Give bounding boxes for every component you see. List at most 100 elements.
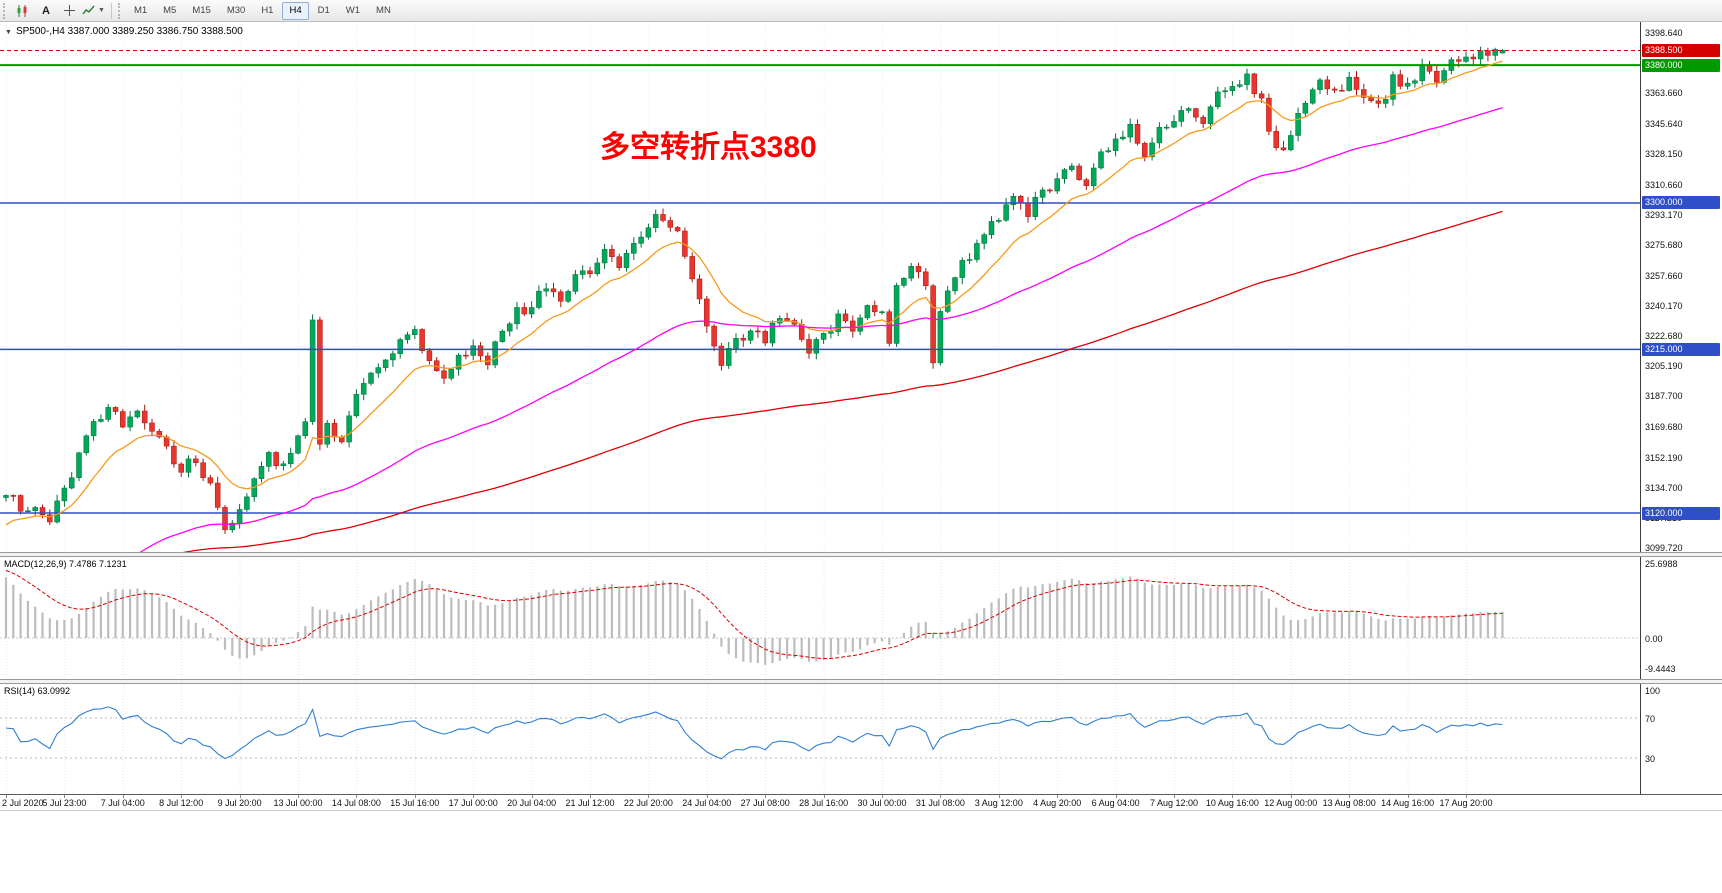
time-label[interactable]: 5 Jul 23:00: [42, 798, 87, 808]
time-label[interactable]: 6 Aug 04:00: [1091, 798, 1140, 808]
time-tick: [122, 795, 124, 798]
time-label[interactable]: 30 Jul 00:00: [857, 798, 907, 808]
price-axis-label: 3222.680: [1645, 331, 1683, 342]
time-tick: [998, 795, 1000, 798]
chart-title: ▼ SP500-,H4 3387.000 3389.250 3386.750 33…: [5, 26, 243, 37]
time-tick: [298, 795, 299, 798]
caret-down-icon: ▼: [98, 7, 105, 14]
price-axis-label: 3398.640: [1645, 28, 1683, 38]
text-tool-icon[interactable]: A: [35, 1, 57, 20]
time-label[interactable]: 24 Jul 04:00: [682, 798, 732, 808]
chart-title-text: SP500-,H4 3387.000 3389.250 3386.750 338…: [15, 26, 243, 37]
rsi-panel[interactable]: RSI(14) 63.0992 100 70 30: [0, 684, 1722, 794]
time-tick: [6, 795, 7, 798]
time-label[interactable]: 7 Jul 04:00: [100, 798, 145, 808]
time-tick: [239, 795, 241, 798]
time-label[interactable]: 27 Jul 08:00: [740, 798, 790, 808]
price-level-badge: 3300.000: [1642, 196, 1720, 210]
time-label[interactable]: 9 Jul 20:00: [217, 798, 262, 808]
price-level-badge: 3380.000: [1642, 58, 1720, 72]
price-grid: [6, 22, 1467, 552]
time-label[interactable]: 20 Jul 04:00: [507, 798, 557, 808]
toolbar-grip[interactable]: [3, 2, 8, 19]
collapse-icon[interactable]: ▼: [5, 29, 12, 36]
timeframe-button-d1[interactable]: D1: [311, 2, 337, 20]
time-tick: [706, 795, 708, 798]
rsi-axis-label: 70: [1645, 714, 1656, 724]
price-axis-label: 3293.170: [1645, 209, 1683, 220]
timeframe-button-m1[interactable]: M1: [127, 2, 154, 20]
candlestick-chart-icon[interactable]: [12, 1, 34, 20]
timeframe-button-mn[interactable]: MN: [369, 2, 398, 20]
ma-line-medium: [139, 107, 1503, 552]
time-tick: [1115, 795, 1117, 798]
macd-signal-line: [5, 569, 1503, 659]
crosshair-icon[interactable]: [58, 1, 80, 20]
time-tick: [414, 795, 416, 798]
time-label[interactable]: 13 Jul 00:00: [273, 798, 323, 808]
time-tick: [356, 795, 358, 798]
price-chart-canvas[interactable]: [0, 22, 1640, 552]
time-label[interactable]: 7 Aug 12:00: [1149, 798, 1199, 808]
panel-splitter[interactable]: [0, 679, 1722, 684]
macd-histogram: [4, 576, 1504, 665]
time-label[interactable]: 12 Aug 00:00: [1264, 798, 1318, 808]
time-tick: [882, 795, 883, 798]
time-label[interactable]: 28 Jul 16:00: [799, 798, 849, 808]
time-label[interactable]: 10 Aug 16:00: [1205, 798, 1259, 808]
time-tick: [1057, 795, 1059, 798]
time-label[interactable]: 8 Jul 12:00: [159, 798, 204, 808]
price-axis-label: 3099.720: [1645, 543, 1683, 553]
toolbar-separator: [110, 2, 112, 19]
timeframe-button-m30[interactable]: M30: [220, 2, 252, 20]
panel-splitter[interactable]: [0, 552, 1722, 557]
time-label[interactable]: 22 Jul 20:00: [623, 798, 673, 808]
timeframe-group: M1 M5 M15 M30 H1 H4 D1 W1 MN: [127, 1, 398, 20]
bottom-space: [0, 811, 1722, 893]
rsi-axis-label: 30: [1645, 754, 1656, 764]
price-axis-label: 3169.680: [1645, 422, 1683, 433]
time-label[interactable]: 31 Jul 08:00: [915, 798, 965, 808]
time-label[interactable]: 21 Jul 12:00: [565, 798, 615, 808]
time-label[interactable]: 4 Aug 20:00: [1033, 798, 1082, 808]
price-axis-label: 3257.660: [1645, 270, 1683, 281]
time-label[interactable]: 14 Aug 16:00: [1381, 798, 1435, 808]
rsi-title: RSI(14) 63.0992: [4, 686, 71, 696]
ma-line-fast: [5, 60, 1503, 526]
timeframe-button-w1[interactable]: W1: [339, 2, 367, 20]
timeframe-button-m15[interactable]: M15: [185, 2, 217, 20]
price-axis-label: 3134.700: [1645, 482, 1683, 493]
time-label[interactable]: 14 Jul 08:00: [331, 798, 381, 808]
time-label[interactable]: 13 Aug 08:00: [1322, 798, 1376, 808]
timeframe-toolbar-grip[interactable]: [117, 2, 123, 19]
price-axis[interactable]: 3398.640 3363.660 3345.640 3328.150 3310.660…: [1640, 22, 1722, 553]
time-tick: [940, 795, 942, 798]
time-label[interactable]: 17 Jul 00:00: [448, 798, 498, 808]
time-tick: [473, 795, 475, 798]
chart-annotation: 多空转折点3380: [600, 131, 817, 164]
timeframe-button-h4[interactable]: H4: [282, 1, 309, 20]
time-label[interactable]: 15 Jul 16:00: [390, 798, 440, 808]
macd-panel[interactable]: MACD(12,26,9) 7.4786 7.1231 25.6988 0.00 -…: [0, 557, 1722, 679]
time-label[interactable]: 3 Aug 12:00: [974, 798, 1023, 808]
price-axis-label: 3310.660: [1645, 179, 1683, 190]
price-axis-label: 3363.660: [1645, 88, 1683, 99]
time-tick: [1466, 795, 1467, 798]
rsi-axis-label: 100: [1645, 686, 1661, 696]
timeframe-button-h1[interactable]: H1: [254, 2, 280, 20]
time-tick: [590, 795, 591, 798]
price-axis-label: 3240.170: [1645, 301, 1683, 312]
price-axis-label: 3205.190: [1645, 361, 1683, 372]
horizontal-price-lines: [0, 49, 1640, 514]
moving-averages: [5, 60, 1503, 552]
time-label[interactable]: 17 Aug 20:00: [1439, 798, 1493, 808]
timeframe-button-m5[interactable]: M5: [156, 2, 183, 20]
time-tick: [181, 795, 183, 798]
indicators-icon[interactable]: ▼: [81, 1, 106, 20]
price-chart-panel[interactable]: ▼ SP500-,H4 3387.000 3389.250 3386.750 33…: [0, 22, 1722, 553]
time-label[interactable]: 2 Jul 2020: [2, 798, 44, 808]
time-axis[interactable]: 2 Jul 2020 5 Jul 23:00 7 Jul 04:00 8 Jul 12…: [0, 794, 1722, 811]
price-axis-label: 3275.680: [1645, 239, 1683, 250]
time-tick: [1349, 795, 1351, 798]
